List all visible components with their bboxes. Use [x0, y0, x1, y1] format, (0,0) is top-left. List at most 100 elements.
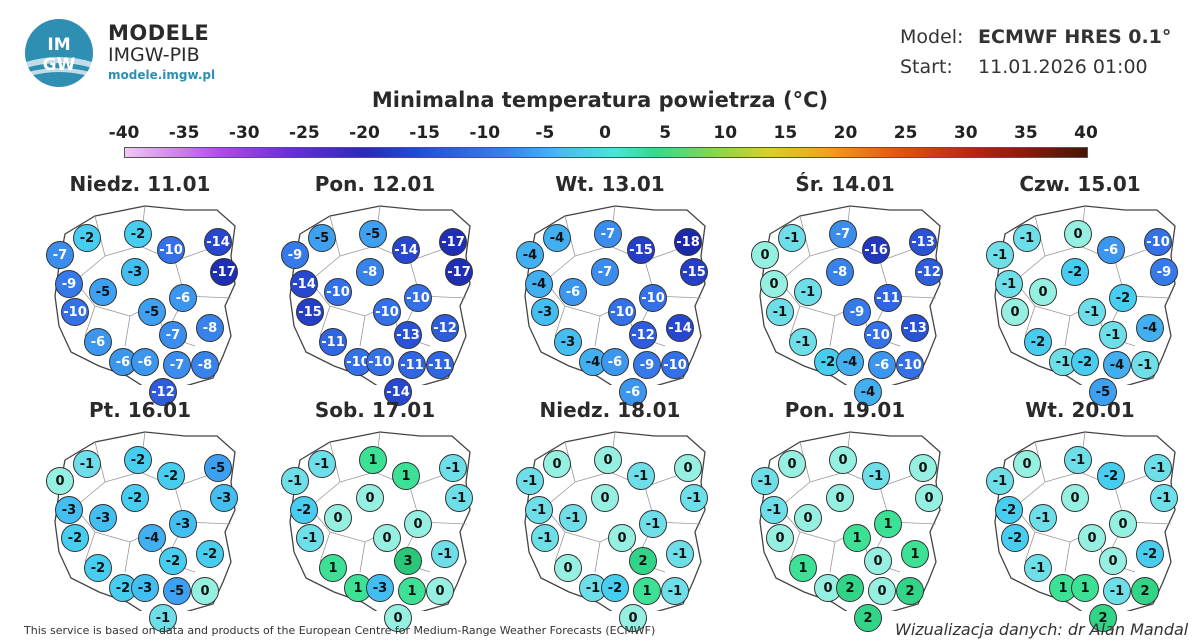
forecast-panel: Niedz. 18.01 0 0 -1 -1 0 -1 -1 -1 0 -1 -1 0 -1 0 2 -1 -2 1… [505, 398, 715, 632]
station-temp-bubble: -6 [868, 351, 896, 379]
forecast-panel: Pon. 12.01 -5 -5 -9 -14 -17 -17 -14 -10 -8 -10 -15-… [270, 172, 480, 406]
colorbar-tick-label: 30 [953, 123, 978, 143]
station-temp-bubble: 0 [324, 504, 352, 532]
brand-title: MODELE [108, 21, 210, 45]
station-temp-bubble: -11 [398, 351, 426, 379]
panel-day-label: Sob. 17.01 [314, 398, 436, 422]
station-temp-bubble: -2 [1097, 462, 1125, 490]
station-temp-bubble: -5 [308, 224, 336, 252]
station-temp-bubble: 0 [608, 524, 636, 552]
colorbar-tick-label: 0 [599, 123, 611, 143]
region-border [319, 305, 331, 337]
station-temp-bubble: 2 [629, 547, 657, 575]
station-temp-bubble: -15 [296, 298, 324, 326]
station-temp-bubble: -3 [121, 258, 149, 286]
station-temp-bubble: -7 [159, 321, 187, 349]
station-temp-bubble: 0 [619, 604, 647, 632]
station-temp-bubble: -2 [814, 348, 842, 376]
colorbar-tick-label: -10 [469, 123, 501, 143]
station-temp-bubble: -11 [426, 351, 454, 379]
region-border [1064, 315, 1071, 347]
region-border [789, 305, 801, 337]
station-temp-bubble: -6 [84, 328, 112, 356]
region-border [84, 305, 96, 337]
station-temp-bubble: 3 [394, 547, 422, 575]
colorbar-tick-label: 40 [1074, 123, 1098, 143]
station-temp-bubble: 0 [915, 484, 943, 512]
station-temp-bubble: -14 [392, 236, 420, 264]
station-temp-bubble: -1 [751, 467, 779, 495]
station-temp-bubble: -12 [149, 378, 177, 406]
region-border [594, 315, 601, 347]
station-temp-bubble: -9 [633, 351, 661, 379]
station-temp-bubble: -2 [1109, 284, 1137, 312]
region-border [84, 531, 96, 563]
station-temp-bubble: -6 [1097, 236, 1125, 264]
station-temp-bubble: -1 [439, 454, 467, 482]
station-temp-bubble: -3 [554, 328, 582, 356]
station-temp-bubble: 1 [901, 540, 929, 568]
station-temp-bubble: -8 [356, 258, 384, 286]
station-temp-bubble: -1 [1024, 554, 1052, 582]
station-temp-bubble: -7 [163, 351, 191, 379]
colorbar-tick-label: -40 [108, 123, 140, 143]
station-temp-bubble: -13 [909, 228, 937, 256]
station-temp-bubble: -2 [1001, 524, 1029, 552]
station-temp-bubble: 0 [594, 446, 622, 474]
station-temp-bubble: -4 [836, 348, 864, 376]
region-border [319, 531, 331, 563]
station-temp-bubble: -1 [778, 224, 806, 252]
station-temp-bubble: -10 [608, 298, 636, 326]
station-temp-bubble: 0 [1064, 220, 1092, 248]
station-temp-bubble: -1 [1150, 484, 1178, 512]
region-border [829, 315, 836, 347]
station-temp-bubble: -3 [131, 574, 159, 602]
station-temp-bubble: -3 [531, 298, 559, 326]
station-temp-bubble: 0 [1109, 510, 1137, 538]
colorbar-tick-label: -20 [349, 123, 380, 143]
station-temp-bubble: -10 [324, 278, 352, 306]
panel-day-label: Pon. 19.01 [784, 398, 906, 422]
station-temp-bubble: -12 [431, 314, 459, 342]
station-temp-bubble: 1 [398, 577, 426, 605]
station-temp-bubble: -1 [789, 328, 817, 356]
panel-day-label: Niedz. 11.01 [69, 172, 211, 196]
station-temp-bubble: 0 [373, 524, 401, 552]
region-border [124, 541, 131, 573]
brand-url-link[interactable]: modele.imgw.pl [108, 68, 216, 82]
station-temp-bubble: 1 [359, 446, 387, 474]
region-border [554, 305, 566, 337]
station-temp-bubble: 2 [854, 604, 882, 632]
station-temp-bubble: -2 [61, 524, 89, 552]
station-temp-bubble: -6 [169, 284, 197, 312]
region-border [1024, 305, 1036, 337]
start-label: Start: [900, 56, 953, 78]
station-temp-bubble: -2 [73, 224, 101, 252]
brand-subtitle: IMGW-PIB [108, 44, 200, 66]
model-info: Model: ECMWF HRES 0.1° Start: 11.01.2026… [900, 22, 1171, 82]
station-temp-bubble: -15 [680, 258, 708, 286]
station-temp-bubble: -5 [163, 577, 191, 605]
station-temp-bubble: -3 [169, 510, 197, 538]
station-temp-bubble: 0 [814, 574, 842, 602]
station-temp-bubble: -3 [89, 504, 117, 532]
colorbar-tick-label: -35 [168, 123, 200, 143]
station-temp-bubble: -1 [766, 298, 794, 326]
station-temp-bubble: 1 [789, 554, 817, 582]
station-temp-bubble: -2 [157, 462, 185, 490]
region-border [124, 315, 131, 347]
station-temp-bubble: -4 [854, 378, 882, 406]
colorbar-tick-label: 35 [1014, 123, 1038, 143]
station-temp-bubble: -9 [1150, 258, 1178, 286]
region-border [1064, 541, 1071, 573]
station-temp-bubble: -5 [204, 454, 232, 482]
panel-day-label: Śr. 14.01 [795, 172, 895, 196]
station-temp-bubble: 0 [909, 454, 937, 482]
imgw-logo: IM GW [25, 19, 93, 87]
station-temp-bubble: 0 [766, 524, 794, 552]
station-temp-bubble: 0 [191, 577, 219, 605]
station-temp-bubble: -17 [445, 258, 473, 286]
station-temp-bubble: 0 [751, 241, 779, 269]
forecast-panel: Czw. 15.01 -1 0 -1 -6 -10 -9 -1 0 -2 -2 0 -1 -4 -2 -1 -1… [975, 172, 1185, 406]
station-temp-bubble: -1 [666, 540, 694, 568]
